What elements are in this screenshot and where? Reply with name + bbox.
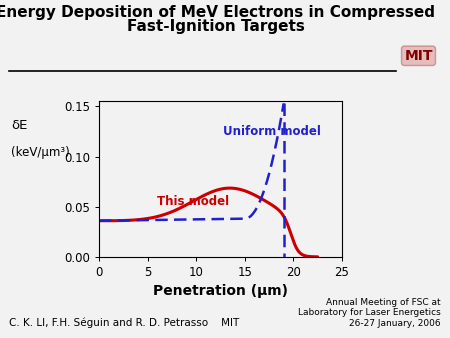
Text: This model: This model: [158, 195, 230, 208]
Text: Energy Deposition of MeV Electrons in Compressed: Energy Deposition of MeV Electrons in Co…: [0, 5, 436, 20]
Text: MIT: MIT: [404, 49, 433, 63]
Text: Fast-Ignition Targets: Fast-Ignition Targets: [127, 19, 305, 33]
Text: Annual Meeting of FSC at
Laboratory for Laser Energetics
26-27 January, 2006: Annual Meeting of FSC at Laboratory for …: [298, 298, 441, 328]
Text: δE: δE: [11, 119, 27, 131]
X-axis label: Penetration (μm): Penetration (μm): [153, 285, 288, 298]
Text: Uniform model: Uniform model: [223, 124, 321, 138]
Text: C. K. LI, F.H. Séguin and R. D. Petrasso    MIT: C. K. LI, F.H. Séguin and R. D. Petrasso…: [9, 317, 239, 328]
Text: (keV/μm³): (keV/μm³): [11, 146, 70, 159]
